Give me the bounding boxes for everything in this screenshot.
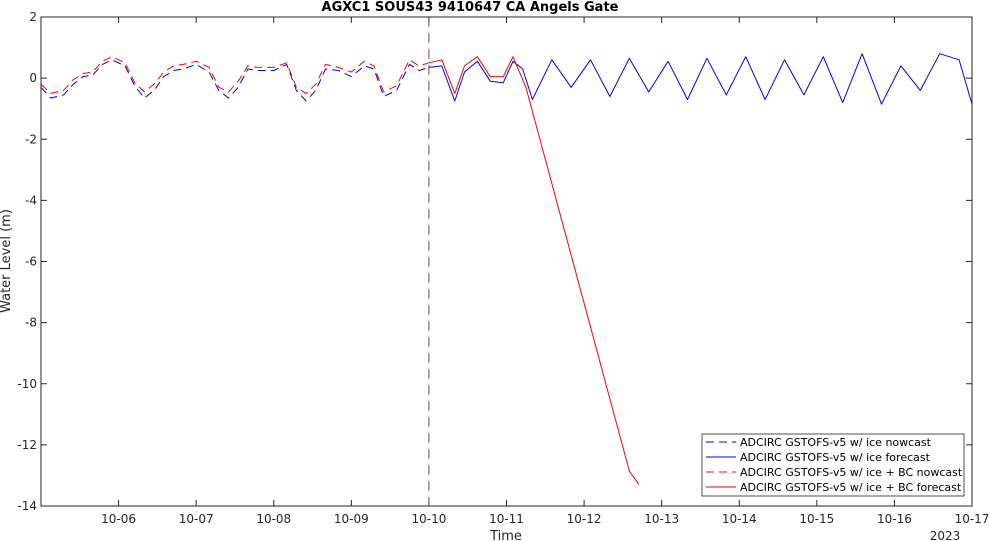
legend-label: ADCIRC GSTOFS-v5 w/ ice + BC forecast <box>740 481 962 494</box>
x-tick-label: 10-11 <box>489 512 524 526</box>
y-tick-label: -10 <box>17 377 37 391</box>
legend-label: ADCIRC GSTOFS-v5 w/ ice + BC nowcast <box>740 466 963 479</box>
y-tick-label: -14 <box>17 499 37 513</box>
x-tick-label: 10-13 <box>644 512 679 526</box>
legend-label: ADCIRC GSTOFS-v5 w/ ice forecast <box>740 451 931 464</box>
x-tick-label: 10-12 <box>567 512 602 526</box>
legend-label: ADCIRC GSTOFS-v5 w/ ice nowcast <box>740 436 932 449</box>
x-tick-label: 10-15 <box>799 512 834 526</box>
plot-frame <box>40 16 973 507</box>
series-layer <box>40 17 973 506</box>
x-tick-label: 10-07 <box>179 512 214 526</box>
axis-ticks: 2 0 -2 -4 -6 -8 -10 -12 -14 10-06 10-07 10-08 10-09 1… <box>17 10 989 526</box>
series-line-3 <box>428 56 640 485</box>
y-tick-label: -8 <box>25 316 37 330</box>
series-line-1 <box>428 53 973 105</box>
chart-title: AGXC1 SOUS43 9410647 CA Angels Gate <box>322 0 619 15</box>
x-tick-label: 10-09 <box>334 512 369 526</box>
legend-entry-bc-forecast: ADCIRC GSTOFS-v5 w/ ice + BC forecast <box>706 481 962 494</box>
plot-area <box>41 17 972 506</box>
y-tick-label: -6 <box>25 255 37 269</box>
x-tick-label: 10-06 <box>101 512 136 526</box>
y-axis-label: Water Level (m) <box>0 209 14 313</box>
legend-entry-bc-nowcast: ADCIRC GSTOFS-v5 w/ ice + BC nowcast <box>706 466 963 479</box>
legend-box <box>701 433 965 497</box>
y-tick-label: -4 <box>25 193 37 207</box>
legend-entry-forecast: ADCIRC GSTOFS-v5 w/ ice forecast <box>706 451 931 464</box>
legend: ADCIRC GSTOFS-v5 w/ ice nowcast ADCIRC G… <box>701 433 965 497</box>
y-tick-label: -2 <box>25 132 37 146</box>
y-tick-label: 2 <box>29 10 37 24</box>
year-label: 2023 <box>930 529 961 541</box>
x-tick-label: 10-10 <box>411 512 446 526</box>
y-tick-label: 0 <box>29 71 37 85</box>
x-tick-label: 10-14 <box>722 512 757 526</box>
legend-entry-nowcast: ADCIRC GSTOFS-v5 w/ ice nowcast <box>706 436 932 449</box>
y-tick-label: -12 <box>17 438 37 452</box>
series-line-2 <box>40 56 430 94</box>
series-line-0 <box>40 59 430 102</box>
x-axis-label: Time <box>489 529 522 541</box>
x-tick-label: 10-16 <box>877 512 912 526</box>
x-tick-label: 10-08 <box>256 512 291 526</box>
x-tick-label: 10-17 <box>955 512 989 526</box>
